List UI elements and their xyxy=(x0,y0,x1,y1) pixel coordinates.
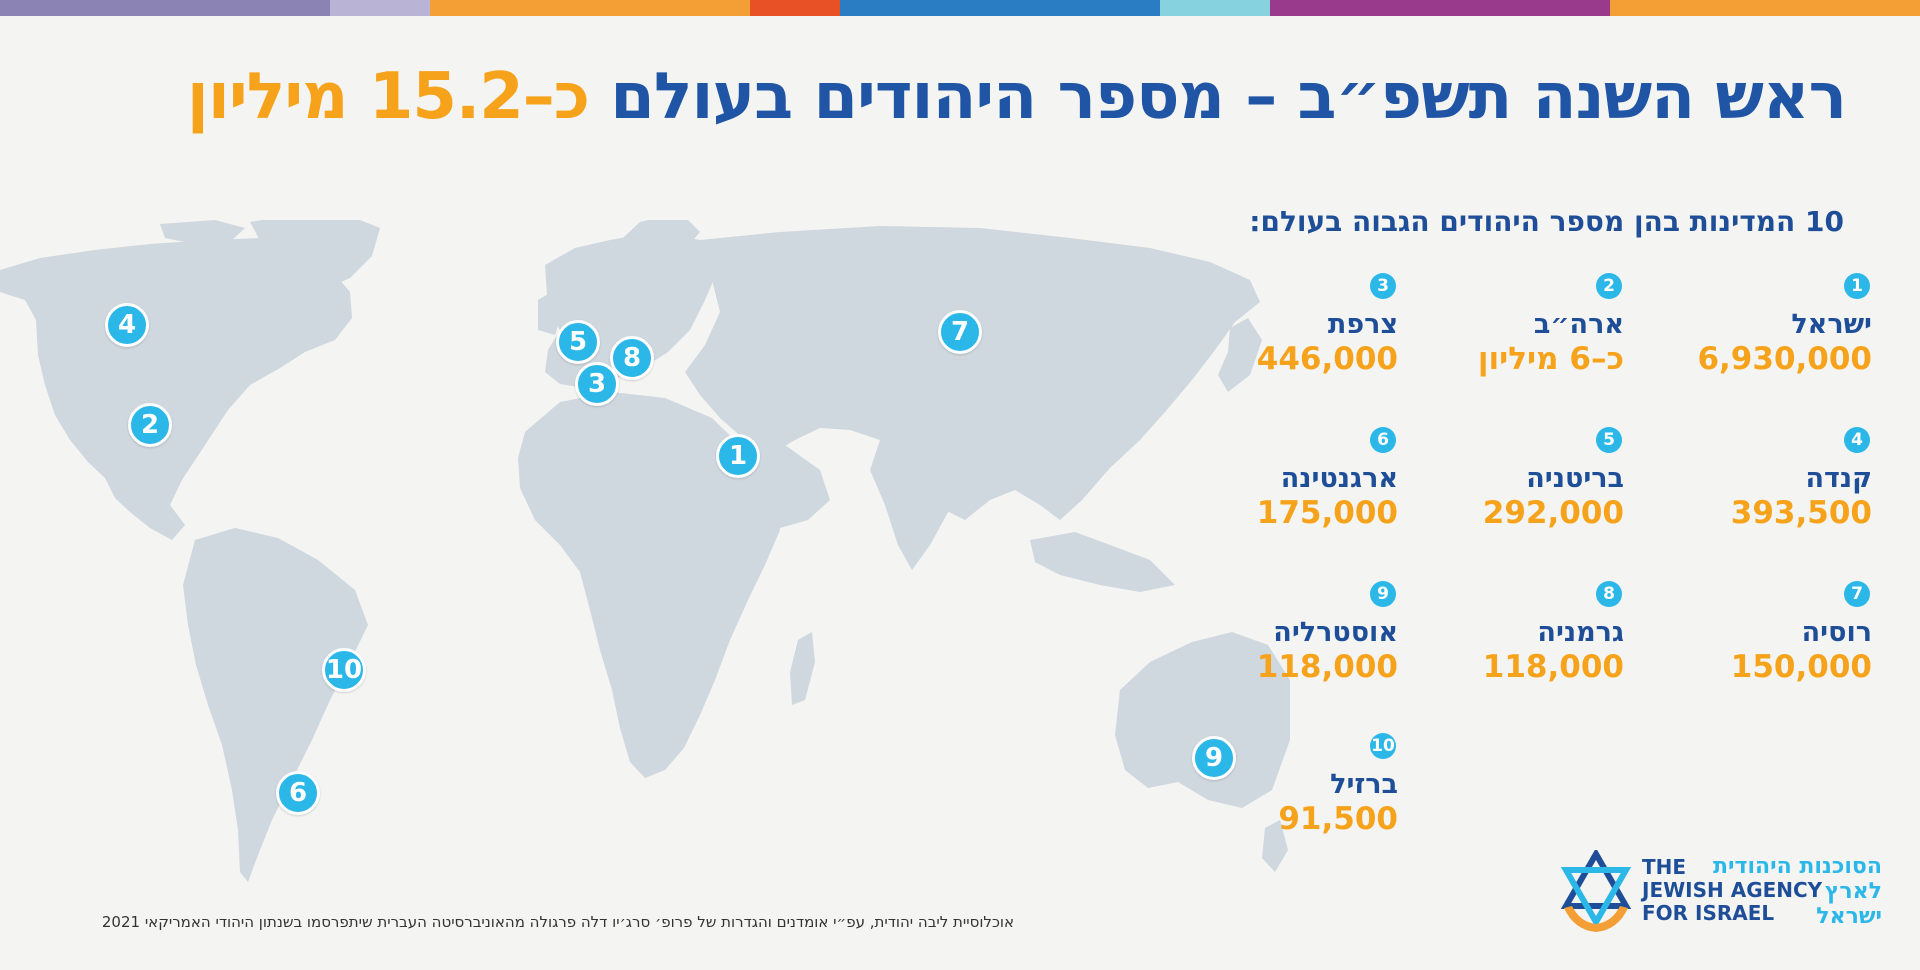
country-population: 393,500 xyxy=(1730,495,1872,531)
madagascar-shape xyxy=(790,632,815,705)
country-entry-russia: 7 רוסיה 150,000 xyxy=(1632,581,1872,685)
rank-badge: 1 xyxy=(1844,273,1870,299)
arctic-islands-shape xyxy=(160,220,245,244)
country-name: רוסיה xyxy=(1801,617,1872,648)
page-title: ראש השנה תשפ״ב – מספר היהודים בעולם כ–15… xyxy=(186,60,1847,134)
rank-badge: 5 xyxy=(1596,427,1622,453)
map-pin-usa: 2 xyxy=(128,403,172,447)
map-pin-uk: 5 xyxy=(556,320,600,364)
strip-segment xyxy=(330,0,430,16)
country-entry-brazil: 10 ברזיל 91,500 xyxy=(1158,733,1398,837)
title-main: ראש השנה תשפ״ב – מספר היהודים בעולם xyxy=(610,60,1847,134)
country-name: צרפת xyxy=(1327,309,1398,340)
country-population: 292,000 xyxy=(1482,495,1624,531)
greenland-shape xyxy=(250,220,380,290)
country-entry-usa: 2 ארה״ב כ–6 מיליון xyxy=(1384,273,1624,377)
country-population: 446,000 xyxy=(1256,341,1398,377)
rank-badge: 3 xyxy=(1370,273,1396,299)
strip-segment xyxy=(1610,0,1920,16)
top-color-strip xyxy=(0,0,1920,16)
title-highlight: כ–15.2 מיליון xyxy=(186,60,590,134)
country-entry-uk: 5 בריטניה 292,000 xyxy=(1384,427,1624,531)
country-name: בריטניה xyxy=(1526,463,1624,494)
country-entry-germany: 8 גרמניה 118,000 xyxy=(1384,581,1624,685)
map-pin-brazil: 10 xyxy=(322,648,366,692)
country-entry-australia: 9 אוסטרליה 118,000 xyxy=(1158,581,1398,685)
map-pin-israel: 1 xyxy=(716,434,760,478)
country-name: גרמניה xyxy=(1537,617,1624,648)
africa-shape xyxy=(518,392,780,778)
country-population: 175,000 xyxy=(1256,495,1398,531)
scandinavia-shape xyxy=(610,220,700,285)
strip-segment xyxy=(1270,0,1610,16)
star-of-david-hands-icon xyxy=(1560,850,1632,932)
logo-english-line: JEWISH AGENCY xyxy=(1642,878,1823,902)
rank-badge: 8 xyxy=(1596,581,1622,607)
country-name: קנדה xyxy=(1805,463,1872,494)
country-population: 6,930,000 xyxy=(1697,341,1872,377)
country-population: 91,500 xyxy=(1278,801,1398,837)
strip-segment xyxy=(1160,0,1270,16)
rank-badge: 7 xyxy=(1844,581,1870,607)
strip-segment xyxy=(430,0,750,16)
strip-segment xyxy=(0,0,330,16)
country-entry-israel: 1 ישראל 6,930,000 xyxy=(1632,273,1872,377)
country-population: 150,000 xyxy=(1730,649,1872,685)
country-name: אוסטרליה xyxy=(1273,617,1398,648)
rank-badge: 2 xyxy=(1596,273,1622,299)
country-population: 118,000 xyxy=(1482,649,1624,685)
country-name: ארגנטינה xyxy=(1280,463,1398,494)
logo-english: THE JEWISH AGENCY FOR ISRAEL xyxy=(1642,856,1822,925)
country-name: ברזיל xyxy=(1330,769,1398,800)
north-america-shape xyxy=(0,238,352,540)
map-pin-argentina: 6 xyxy=(276,771,320,815)
british-isles-shape xyxy=(538,290,562,335)
map-pin-canada: 4 xyxy=(105,303,149,347)
world-map xyxy=(0,220,1290,882)
country-population: כ–6 מיליון xyxy=(1477,341,1624,377)
japan-shape xyxy=(1218,318,1262,392)
logo-english-line: FOR ISRAEL xyxy=(1642,901,1775,925)
india-shape xyxy=(870,440,962,570)
asia-shape xyxy=(685,226,1260,520)
jewish-agency-logo: THE JEWISH AGENCY FOR ISRAEL הסוכנות היה… xyxy=(1552,850,1882,940)
logo-hebrew-line: הסוכנות היהודית xyxy=(1713,854,1882,879)
new-zealand-shape xyxy=(1262,820,1288,872)
map-pin-russia: 7 xyxy=(938,310,982,354)
rank-badge: 6 xyxy=(1370,427,1396,453)
list-heading: 10 המדינות בהן מספר היהודים הגבוה בעולם: xyxy=(1249,205,1844,238)
strip-segment xyxy=(750,0,840,16)
source-footnote: אוכלוסיית ליבה יהודית, עפ״י אומדנים והגד… xyxy=(101,913,1014,931)
strip-segment xyxy=(840,0,1160,16)
country-entry-argentina: 6 ארגנטינה 175,000 xyxy=(1158,427,1398,531)
south-america-shape xyxy=(183,528,368,882)
country-name: ישראל xyxy=(1791,309,1872,340)
rank-badge: 9 xyxy=(1370,581,1396,607)
map-pin-germany: 8 xyxy=(610,336,654,380)
country-name: ארה״ב xyxy=(1533,309,1624,340)
rank-badge: 10 xyxy=(1370,733,1396,759)
logo-hebrew-line: לארץ xyxy=(1824,879,1882,904)
country-population: 118,000 xyxy=(1256,649,1398,685)
australia-shape xyxy=(1115,632,1290,808)
country-entry-canada: 4 קנדה 393,500 xyxy=(1632,427,1872,531)
logo-english-line: THE xyxy=(1642,855,1687,879)
logo-hebrew-line: ישראל xyxy=(1816,904,1882,929)
rank-badge: 4 xyxy=(1844,427,1870,453)
map-pin-australia: 9 xyxy=(1192,736,1236,780)
country-entry-france: 3 צרפת 446,000 xyxy=(1158,273,1398,377)
se-asia-islands-shape xyxy=(1030,532,1175,592)
map-pin-france: 3 xyxy=(575,362,619,406)
logo-hebrew: הסוכנות היהודית לארץ ישראל xyxy=(1713,854,1882,929)
